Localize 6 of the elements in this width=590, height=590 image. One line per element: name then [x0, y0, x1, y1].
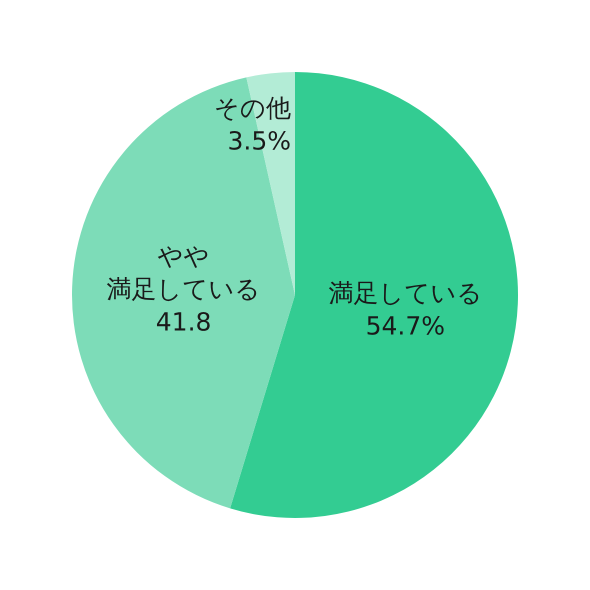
data-label: 3.5% — [227, 126, 291, 156]
data-label: 41.8 — [156, 307, 212, 336]
data-label: 54.7% — [366, 311, 445, 340]
slice-label: やや満足している — [106, 241, 261, 304]
slice-label: その他 — [214, 94, 291, 123]
slice-label: 満足している — [328, 278, 482, 308]
